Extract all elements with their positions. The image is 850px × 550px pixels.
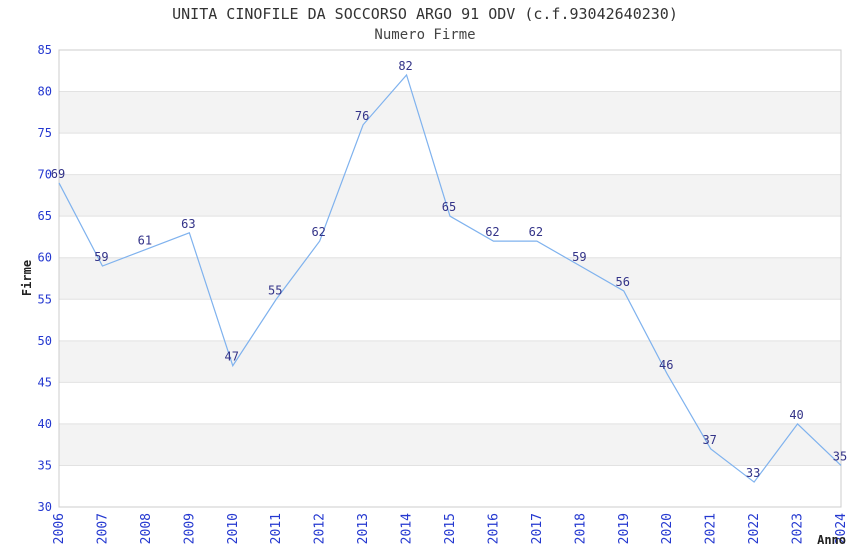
y-axis-tick-labels: 30 35 40 45 50 55 60 65 70 75 80 85	[38, 43, 52, 514]
x-tick-label: 2007	[95, 513, 110, 544]
x-tick-label: 2017	[530, 513, 545, 544]
plot-band	[59, 340, 841, 383]
y-axis-title: Firme	[20, 260, 34, 296]
y-tick-label: 60	[38, 251, 52, 265]
data-label: 62	[311, 225, 325, 239]
x-tick-label: 2009	[182, 513, 197, 544]
y-tick-label: 50	[38, 334, 52, 348]
y-tick-label: 80	[38, 85, 52, 99]
data-label: 37	[702, 433, 716, 447]
data-label: 69	[51, 167, 65, 181]
x-tick-label: 2016	[486, 513, 501, 544]
x-tick-label: 2013	[356, 513, 371, 544]
data-label: 59	[94, 250, 108, 264]
data-label: 47	[225, 350, 239, 364]
data-label: 82	[398, 59, 412, 73]
x-tick-label: 2010	[226, 513, 241, 544]
plot-border	[58, 49, 842, 508]
x-tick-label: 2012	[313, 513, 328, 544]
plot-bands	[59, 91, 841, 466]
x-tick-label: 2021	[704, 513, 719, 544]
data-label: 62	[529, 225, 543, 239]
y-tick-label: 65	[38, 209, 52, 223]
y-tick-label: 30	[38, 500, 52, 514]
x-tick-label: 2019	[617, 513, 632, 544]
x-tick-label: 2020	[660, 513, 675, 544]
data-label: 33	[746, 466, 760, 480]
y-tick-label: 75	[38, 126, 52, 140]
data-label: 35	[833, 449, 847, 463]
data-label: 46	[659, 358, 673, 372]
x-tick-label: 2024	[834, 513, 849, 544]
plot-band	[59, 423, 841, 466]
y-tick-label: 70	[38, 168, 52, 182]
chart-line	[58, 73, 842, 483]
chart-title: UNITA CINOFILE DA SOCCORSO ARGO 91 ODV (…	[172, 5, 678, 23]
data-label: 65	[442, 200, 456, 214]
x-tick-label: 2018	[573, 513, 588, 544]
plot-band	[59, 91, 841, 134]
chart-subtitle: Numero Firme	[374, 27, 476, 43]
x-tick-label: 2008	[139, 513, 154, 544]
data-label: 62	[485, 225, 499, 239]
x-tick-label: 2015	[443, 513, 458, 544]
x-tick-label: 2022	[747, 513, 762, 544]
plot-band	[59, 257, 841, 300]
x-tick-label: 2006	[52, 513, 67, 544]
data-label: 61	[138, 233, 152, 247]
plot-band	[59, 174, 841, 217]
data-label: 56	[616, 275, 630, 289]
data-label: 59	[572, 250, 586, 264]
x-axis-tick-labels: 2006 2007 2008 2009 2010 2011 2012 2013 2014 2015…	[52, 513, 849, 544]
y-tick-label: 55	[38, 292, 52, 306]
y-tick-label: 85	[38, 43, 52, 57]
x-axis-title: Anno	[817, 533, 846, 547]
data-label: 55	[268, 283, 282, 297]
data-label: 76	[355, 109, 369, 123]
y-tick-label: 35	[38, 458, 52, 472]
data-label: 63	[181, 217, 195, 231]
data-labels: 69 59 61 63 47 55 62 76 82 65 62 62 59 56 46 37 33 40 35	[51, 59, 847, 480]
x-tick-label: 2014	[400, 513, 415, 544]
x-tick-label: 2011	[269, 513, 284, 544]
data-label: 40	[789, 408, 803, 422]
y-tick-label: 45	[38, 375, 52, 389]
x-tick-label: 2023	[791, 513, 806, 544]
y-tick-label: 40	[38, 417, 52, 431]
